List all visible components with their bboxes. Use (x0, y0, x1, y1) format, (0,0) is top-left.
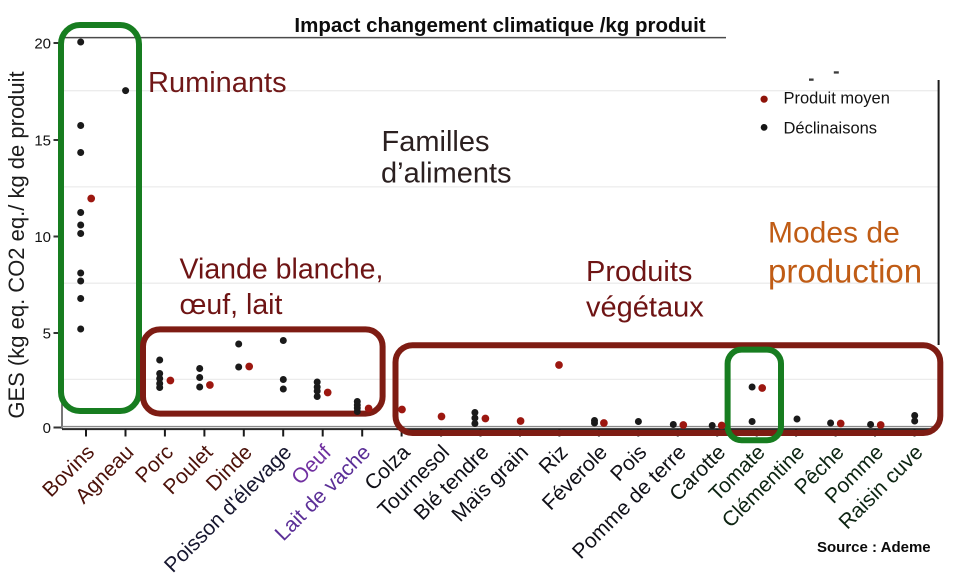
svg-text:Impact changement climatique /: Impact changement climatique /kg produit (294, 14, 705, 37)
svg-text:Familles: Familles (382, 126, 490, 158)
svg-text:Produits: Produits (586, 256, 692, 288)
svg-text:Modes de: Modes de (768, 217, 900, 250)
svg-text:Déclinaisons: Déclinaisons (784, 119, 878, 137)
svg-text:20: 20 (34, 36, 51, 53)
svg-text:végétaux: végétaux (586, 292, 704, 324)
svg-text:d’aliments: d’aliments (381, 158, 512, 190)
svg-text:Source : Ademe: Source : Ademe (817, 539, 931, 556)
svg-text:production: production (768, 253, 922, 290)
svg-text:Ruminants: Ruminants (148, 67, 287, 99)
svg-text:0: 0 (43, 420, 51, 437)
svg-text:10: 10 (34, 229, 51, 246)
svg-text:Produit moyen: Produit moyen (784, 90, 890, 108)
svg-text:Viande blanche,: Viande blanche, (180, 254, 384, 286)
svg-text:5: 5 (43, 326, 51, 343)
svg-text:15: 15 (34, 133, 51, 150)
svg-text:œuf, lait: œuf, lait (180, 289, 283, 321)
svg-text:GES (kg eq. CO2 eq./ kg de pro: GES (kg eq. CO2 eq./ kg de produit (4, 71, 29, 418)
